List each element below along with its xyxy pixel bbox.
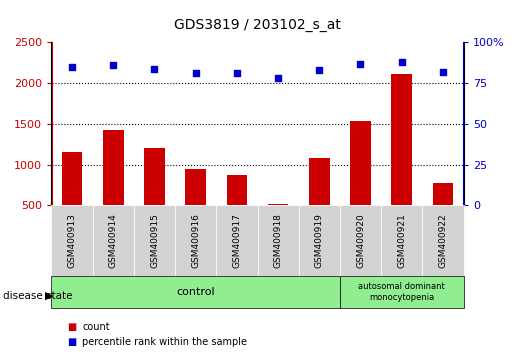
- FancyBboxPatch shape: [175, 205, 216, 276]
- Bar: [309, 158, 330, 246]
- Point: [315, 67, 323, 73]
- Text: autosomal dominant
monocytopenia: autosomal dominant monocytopenia: [358, 282, 445, 302]
- FancyBboxPatch shape: [381, 205, 422, 276]
- Bar: [433, 183, 453, 246]
- Bar: [144, 148, 165, 246]
- Text: GSM400916: GSM400916: [191, 213, 200, 268]
- Text: GSM400914: GSM400914: [109, 213, 118, 268]
- FancyBboxPatch shape: [299, 205, 340, 276]
- Point: [192, 70, 200, 76]
- Text: GSM400915: GSM400915: [150, 213, 159, 268]
- Point: [439, 69, 447, 75]
- Point: [233, 70, 241, 76]
- Text: control: control: [176, 287, 215, 297]
- Text: GSM400913: GSM400913: [67, 213, 77, 268]
- Point: [356, 61, 365, 67]
- Text: percentile rank within the sample: percentile rank within the sample: [82, 337, 247, 347]
- Bar: [227, 175, 247, 246]
- FancyBboxPatch shape: [340, 276, 464, 308]
- Point: [68, 64, 76, 70]
- FancyBboxPatch shape: [422, 205, 464, 276]
- Text: ■: ■: [67, 337, 76, 347]
- FancyBboxPatch shape: [52, 205, 93, 276]
- Text: GSM400917: GSM400917: [232, 213, 242, 268]
- Text: GSM400919: GSM400919: [315, 213, 324, 268]
- Bar: [62, 152, 82, 246]
- Text: GDS3819 / 203102_s_at: GDS3819 / 203102_s_at: [174, 18, 341, 32]
- Text: GSM400921: GSM400921: [397, 213, 406, 268]
- Point: [398, 59, 406, 65]
- Text: ▶: ▶: [45, 291, 54, 301]
- Text: count: count: [82, 322, 110, 332]
- Bar: [185, 170, 206, 246]
- Bar: [268, 204, 288, 246]
- Bar: [391, 74, 412, 246]
- Text: disease state: disease state: [3, 291, 72, 301]
- FancyBboxPatch shape: [216, 205, 258, 276]
- Point: [109, 62, 117, 68]
- FancyBboxPatch shape: [93, 205, 134, 276]
- Text: GSM400922: GSM400922: [438, 213, 448, 268]
- FancyBboxPatch shape: [134, 205, 175, 276]
- Bar: [103, 130, 124, 246]
- FancyBboxPatch shape: [52, 276, 340, 308]
- Point: [274, 75, 282, 81]
- FancyBboxPatch shape: [258, 205, 299, 276]
- Text: GSM400918: GSM400918: [273, 213, 283, 268]
- Bar: [350, 121, 371, 246]
- Text: GSM400920: GSM400920: [356, 213, 365, 268]
- Point: [150, 66, 159, 72]
- Text: ■: ■: [67, 322, 76, 332]
- FancyBboxPatch shape: [340, 205, 381, 276]
